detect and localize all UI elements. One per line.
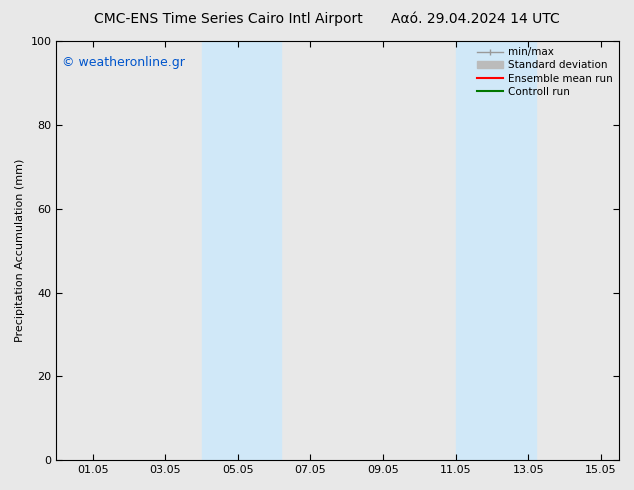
Text: © weatheronline.gr: © weatheronline.gr — [62, 56, 185, 69]
Legend: min/max, Standard deviation, Ensemble mean run, Controll run: min/max, Standard deviation, Ensemble me… — [472, 43, 617, 101]
Bar — [456, 41, 536, 460]
Text: CMC-ENS Time Series Cairo Intl Airport: CMC-ENS Time Series Cairo Intl Airport — [94, 12, 363, 26]
Y-axis label: Precipitation Accumulation (mm): Precipitation Accumulation (mm) — [15, 159, 25, 343]
Text: Ααό. 29.04.2024 14 UTC: Ααό. 29.04.2024 14 UTC — [391, 12, 560, 26]
Bar — [202, 41, 281, 460]
